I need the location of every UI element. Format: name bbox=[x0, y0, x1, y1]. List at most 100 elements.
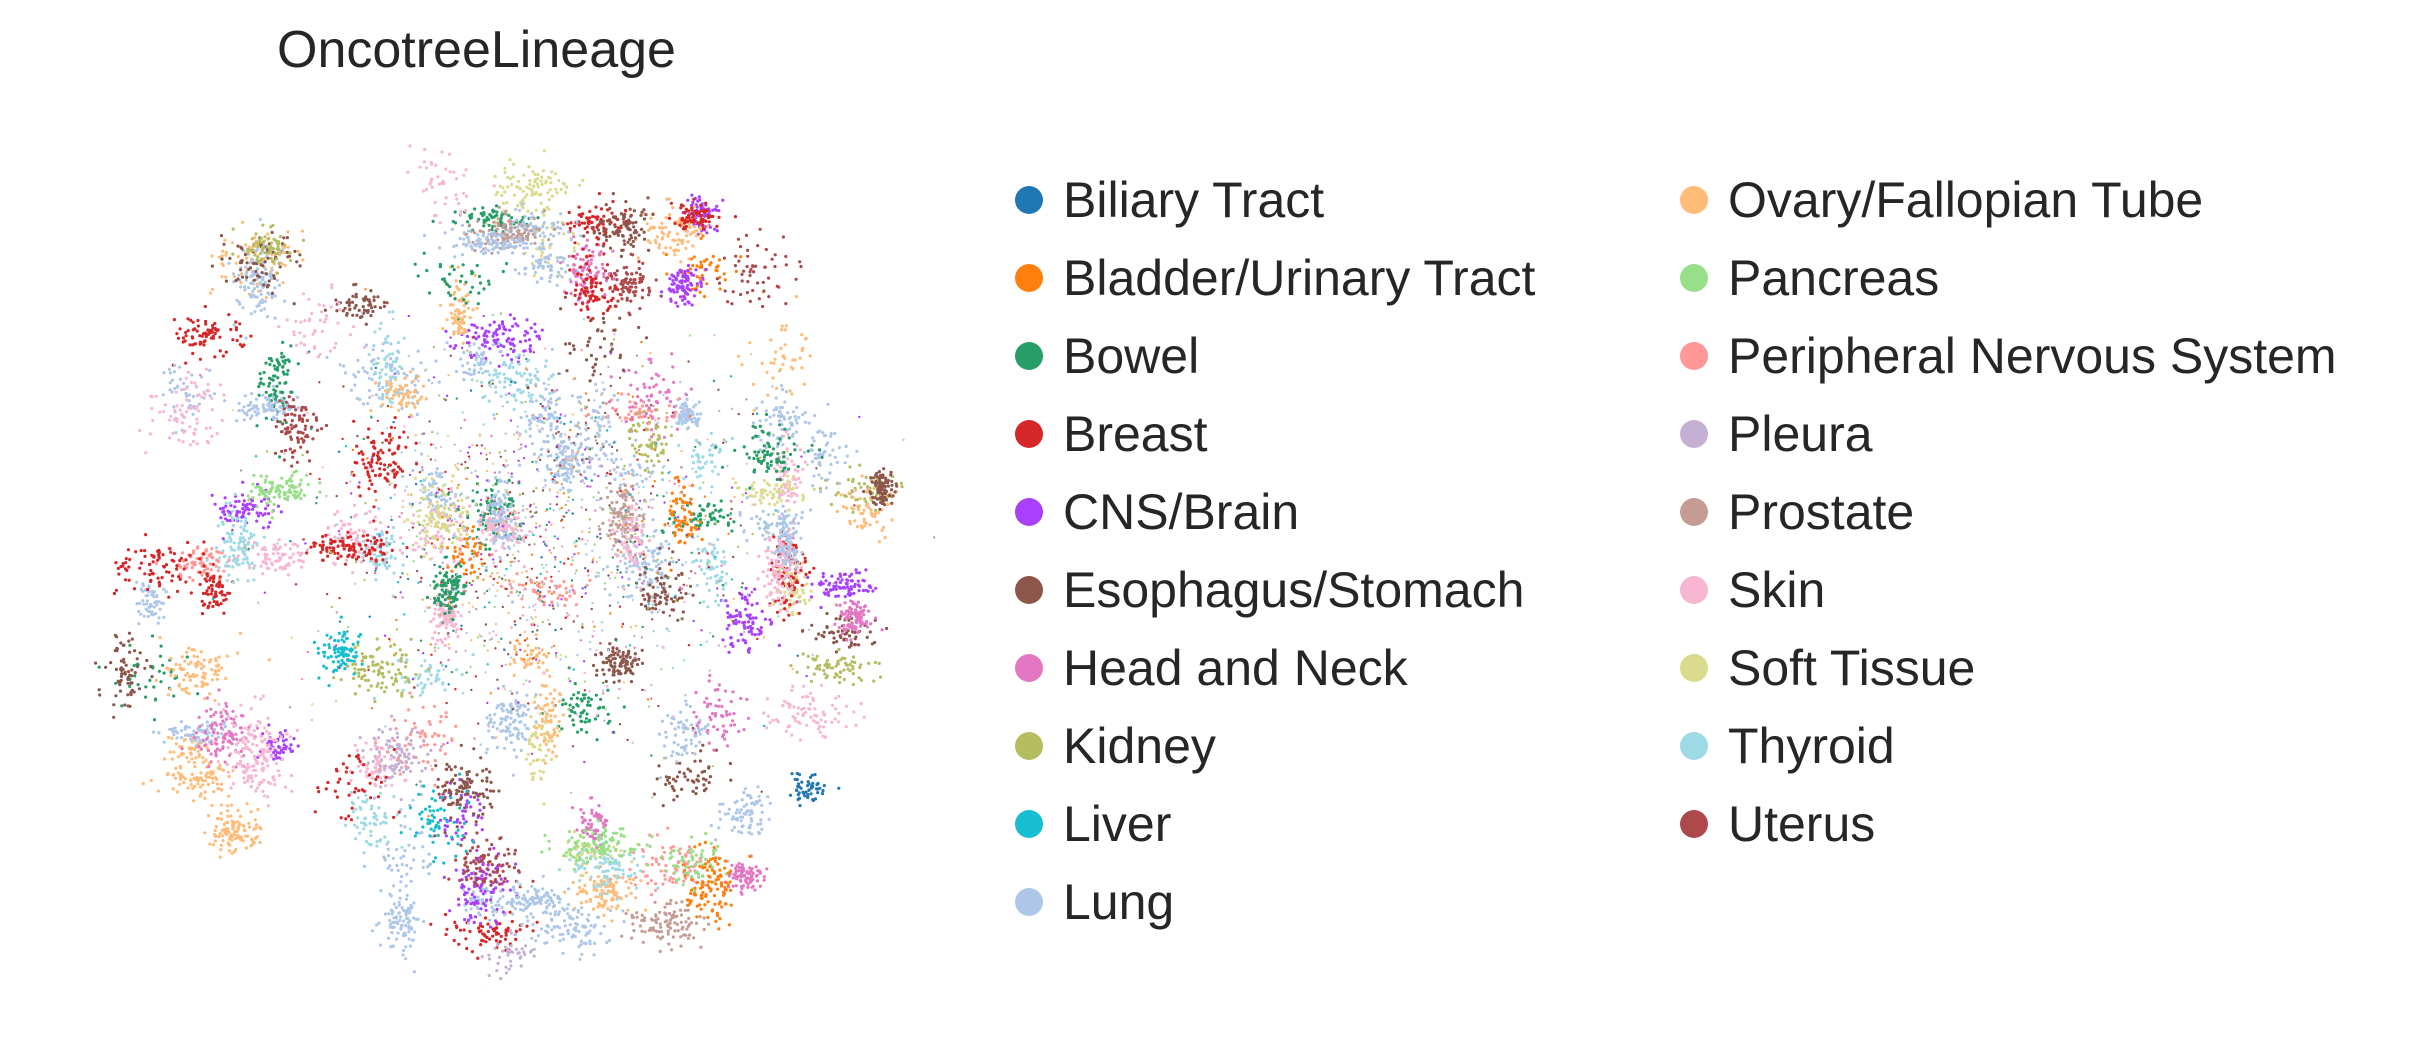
data-point bbox=[831, 631, 836, 635]
data-point bbox=[411, 513, 416, 517]
data-point bbox=[281, 281, 285, 285]
data-point bbox=[553, 410, 557, 414]
data-point bbox=[808, 354, 812, 358]
data-point bbox=[508, 910, 512, 914]
data-point bbox=[351, 662, 355, 667]
data-point bbox=[382, 675, 386, 679]
data-point bbox=[467, 873, 471, 877]
data-point bbox=[399, 657, 403, 661]
data-point bbox=[413, 383, 417, 387]
data-point bbox=[793, 521, 797, 525]
data-point bbox=[635, 387, 640, 391]
data-point bbox=[834, 617, 838, 621]
data-point bbox=[296, 744, 300, 748]
data-point bbox=[272, 543, 276, 547]
data-point bbox=[595, 668, 599, 673]
data-point bbox=[698, 276, 702, 280]
data-point bbox=[379, 776, 383, 780]
data-point bbox=[575, 696, 579, 700]
data-point bbox=[698, 759, 703, 763]
data-point bbox=[419, 361, 423, 365]
data-point bbox=[250, 270, 255, 274]
data-point bbox=[333, 562, 337, 566]
data-point bbox=[411, 379, 415, 383]
data-point bbox=[552, 744, 557, 748]
data-point bbox=[666, 929, 670, 933]
data-point bbox=[463, 544, 467, 549]
data-point bbox=[97, 665, 101, 669]
data-point bbox=[362, 345, 367, 349]
data-point bbox=[120, 672, 124, 676]
data-point bbox=[468, 504, 472, 508]
data-point bbox=[719, 499, 723, 503]
data-point bbox=[399, 798, 403, 802]
cluster bbox=[313, 748, 401, 822]
data-point bbox=[518, 956, 522, 960]
data-point bbox=[403, 755, 407, 759]
data-point bbox=[257, 385, 261, 389]
data-point bbox=[525, 414, 529, 418]
cluster bbox=[325, 342, 441, 416]
data-point bbox=[274, 753, 278, 757]
data-point bbox=[403, 744, 407, 748]
data-point bbox=[671, 913, 676, 917]
data-point bbox=[390, 775, 394, 779]
data-point bbox=[692, 225, 696, 229]
data-point bbox=[377, 755, 381, 760]
data-point bbox=[693, 759, 697, 763]
data-point bbox=[499, 584, 503, 588]
data-point bbox=[437, 669, 441, 673]
data-point bbox=[694, 786, 699, 790]
data-point bbox=[299, 341, 303, 345]
data-point bbox=[679, 944, 683, 948]
data-point bbox=[609, 881, 613, 885]
data-point bbox=[251, 507, 255, 511]
data-point bbox=[862, 482, 867, 486]
data-point bbox=[734, 875, 738, 879]
data-point bbox=[324, 317, 328, 321]
data-point bbox=[416, 520, 420, 524]
data-point bbox=[657, 246, 661, 250]
data-point bbox=[751, 616, 755, 620]
data-point bbox=[486, 863, 490, 867]
data-point bbox=[847, 645, 852, 649]
data-point bbox=[480, 562, 484, 566]
data-point bbox=[179, 736, 184, 740]
data-point bbox=[174, 766, 178, 770]
data-point bbox=[192, 776, 196, 780]
data-point bbox=[667, 390, 671, 394]
data-point bbox=[210, 734, 214, 738]
data-point bbox=[673, 518, 678, 522]
data-point bbox=[526, 658, 530, 662]
data-point bbox=[664, 216, 668, 220]
data-point bbox=[530, 442, 535, 446]
data-point bbox=[213, 776, 218, 780]
data-point bbox=[348, 333, 353, 337]
data-point bbox=[398, 753, 402, 757]
data-point bbox=[404, 680, 408, 684]
data-point bbox=[345, 300, 349, 305]
data-point bbox=[691, 200, 695, 205]
data-point bbox=[253, 564, 257, 568]
data-point bbox=[857, 643, 861, 647]
data-point bbox=[203, 779, 207, 783]
data-point bbox=[718, 287, 722, 291]
data-point bbox=[420, 769, 424, 773]
data-point bbox=[650, 580, 654, 584]
data-point bbox=[695, 583, 700, 587]
data-point bbox=[366, 401, 370, 406]
data-point bbox=[362, 530, 366, 534]
data-point bbox=[702, 600, 706, 604]
data-point bbox=[544, 387, 548, 391]
data-point bbox=[700, 265, 704, 269]
data-point bbox=[630, 860, 634, 864]
data-point bbox=[361, 755, 366, 759]
umap-scatter-plot bbox=[94, 144, 936, 990]
data-point bbox=[175, 736, 179, 740]
data-point bbox=[388, 744, 392, 748]
data-point bbox=[339, 816, 343, 820]
data-point bbox=[400, 691, 404, 696]
data-point bbox=[750, 885, 754, 889]
data-point bbox=[494, 903, 498, 907]
data-point bbox=[551, 750, 555, 754]
